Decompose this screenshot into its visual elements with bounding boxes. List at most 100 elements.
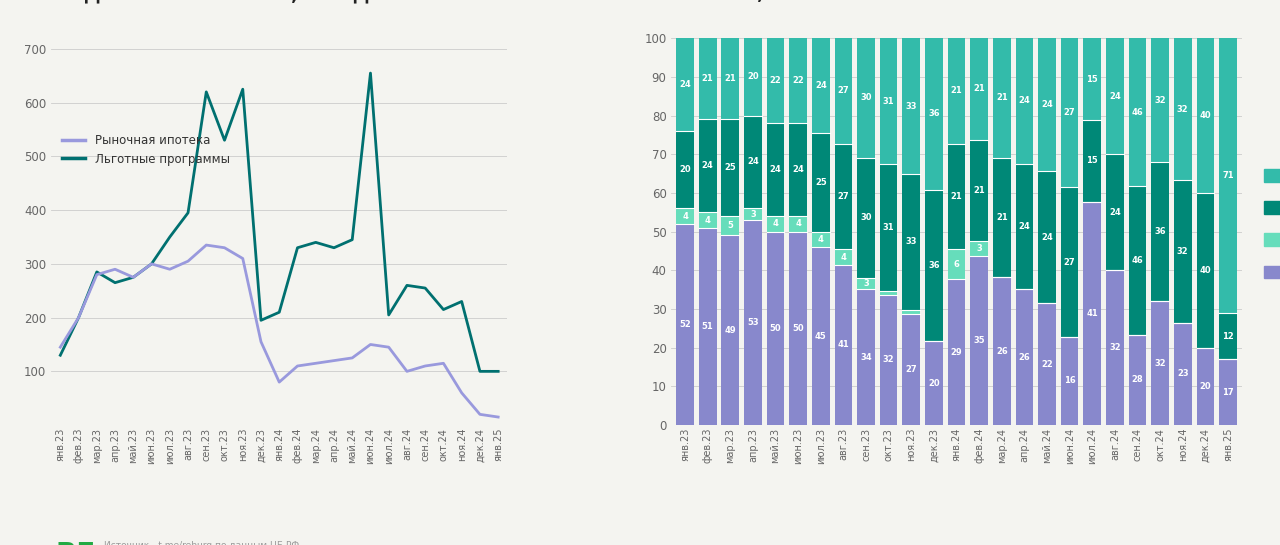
Text: В РУБЛЯХ,%: В РУБЛЯХ,%: [649, 0, 782, 3]
Text: 36: 36: [1155, 227, 1166, 236]
Text: 30: 30: [860, 94, 872, 102]
Bar: [879, 295, 897, 425]
Text: 33: 33: [905, 101, 916, 111]
Text: 24: 24: [1019, 222, 1030, 231]
Bar: [812, 38, 829, 133]
Bar: [1197, 193, 1215, 348]
Text: 40: 40: [1199, 111, 1211, 120]
Text: 4: 4: [841, 252, 846, 262]
Text: 4: 4: [705, 215, 710, 225]
Text: 15: 15: [1087, 75, 1098, 83]
Bar: [1106, 38, 1124, 154]
Bar: [879, 290, 897, 295]
Text: 27: 27: [837, 192, 849, 201]
Bar: [1129, 335, 1147, 425]
Bar: [767, 123, 785, 216]
Text: 24: 24: [680, 80, 691, 89]
Text: 36: 36: [928, 261, 940, 270]
Bar: [744, 38, 762, 116]
Bar: [1197, 348, 1215, 425]
Bar: [947, 144, 965, 249]
Text: 21: 21: [973, 186, 986, 195]
Text: 12: 12: [1222, 331, 1234, 341]
Text: 45: 45: [815, 332, 827, 341]
Bar: [925, 38, 943, 190]
Bar: [812, 133, 829, 232]
Text: 32: 32: [1178, 105, 1189, 114]
Bar: [1061, 187, 1079, 337]
Text: 35: 35: [973, 336, 986, 345]
Text: 49: 49: [724, 326, 736, 335]
Text: 4: 4: [795, 220, 801, 228]
Text: 21: 21: [996, 93, 1007, 102]
Bar: [858, 38, 874, 158]
Bar: [947, 38, 965, 144]
Bar: [970, 38, 988, 140]
Text: 24: 24: [701, 161, 713, 171]
Bar: [1038, 171, 1056, 304]
Text: 51: 51: [701, 322, 713, 331]
Text: 17: 17: [1222, 387, 1234, 397]
Text: 28: 28: [1132, 376, 1143, 384]
Text: 41: 41: [1087, 309, 1098, 318]
Bar: [970, 140, 988, 241]
Bar: [1129, 186, 1147, 335]
Bar: [1106, 270, 1124, 425]
Text: 20: 20: [680, 165, 691, 174]
Text: 40: 40: [1199, 266, 1211, 275]
Bar: [744, 208, 762, 220]
Text: 26: 26: [1019, 353, 1030, 362]
Bar: [1038, 38, 1056, 171]
Text: RE: RE: [56, 541, 96, 545]
Text: 25: 25: [815, 178, 827, 187]
Text: 22: 22: [792, 76, 804, 85]
Text: 6: 6: [954, 260, 960, 269]
Text: 32: 32: [1178, 247, 1189, 256]
Bar: [812, 247, 829, 425]
Bar: [858, 277, 874, 289]
Bar: [1083, 202, 1101, 425]
Text: 3: 3: [977, 244, 982, 253]
Text: 24: 24: [1019, 96, 1030, 105]
Text: 4: 4: [773, 220, 778, 228]
Bar: [1061, 337, 1079, 425]
Text: 50: 50: [769, 324, 781, 333]
Text: 21: 21: [724, 74, 736, 83]
Bar: [722, 38, 739, 119]
Bar: [902, 310, 920, 314]
Text: 5: 5: [727, 221, 733, 231]
Bar: [970, 241, 988, 256]
Bar: [1197, 38, 1215, 193]
Text: 21: 21: [973, 84, 986, 93]
Text: 53: 53: [748, 318, 759, 327]
Text: 26: 26: [996, 347, 1007, 356]
Text: 20: 20: [1199, 382, 1211, 391]
Text: 20: 20: [748, 72, 759, 81]
Text: 22: 22: [769, 76, 781, 85]
Bar: [1174, 38, 1192, 180]
Text: 21: 21: [951, 87, 963, 95]
Text: 41: 41: [837, 341, 850, 349]
Bar: [1015, 289, 1033, 425]
Text: 36: 36: [928, 110, 940, 118]
Text: 23: 23: [1178, 370, 1189, 378]
Bar: [879, 165, 897, 290]
Bar: [767, 232, 785, 425]
Bar: [947, 280, 965, 425]
Bar: [1106, 154, 1124, 270]
Text: 46: 46: [1132, 108, 1143, 117]
Bar: [722, 119, 739, 216]
Text: 4: 4: [818, 235, 824, 244]
Bar: [1129, 38, 1147, 186]
Text: 25: 25: [724, 164, 736, 172]
Bar: [835, 144, 852, 249]
Bar: [902, 174, 920, 310]
Text: 31: 31: [883, 97, 895, 106]
Text: 27: 27: [837, 87, 849, 95]
Bar: [1083, 38, 1101, 120]
Bar: [970, 256, 988, 425]
Bar: [790, 232, 806, 425]
Text: Источник - t.me/reburg по данным ЦБ РФ: Источник - t.me/reburg по данным ЦБ РФ: [104, 541, 298, 545]
Text: 71: 71: [1222, 171, 1234, 180]
Text: 52: 52: [680, 320, 691, 329]
